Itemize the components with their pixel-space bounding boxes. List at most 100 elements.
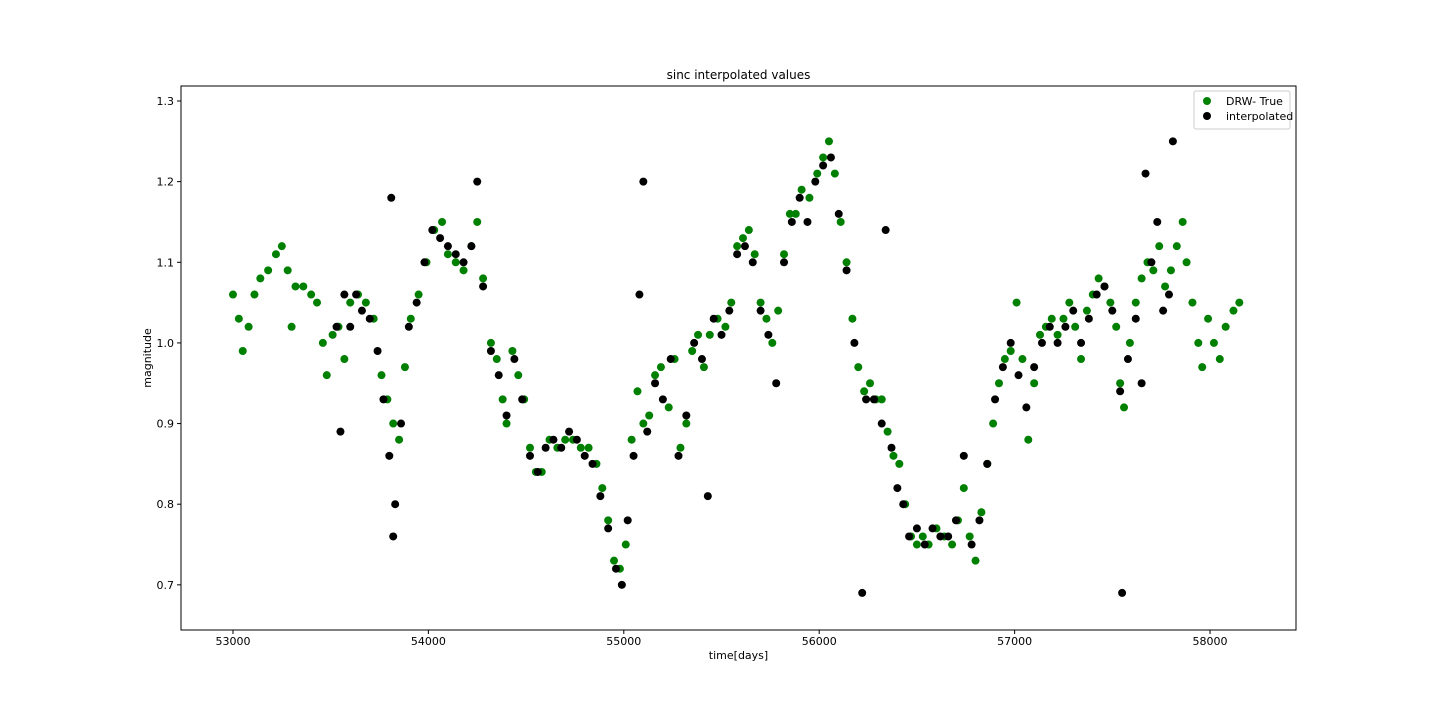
scatter-point bbox=[756, 306, 765, 315]
scatter-point bbox=[635, 290, 644, 299]
scatter-point bbox=[1147, 258, 1156, 267]
scatter-point bbox=[944, 532, 953, 541]
scatter-point bbox=[893, 484, 902, 493]
scatter-point bbox=[1131, 314, 1140, 323]
scatter-point bbox=[459, 266, 468, 275]
scatter-point bbox=[1194, 338, 1203, 347]
scatter-point bbox=[518, 395, 527, 404]
scatter-point bbox=[1036, 330, 1045, 339]
scatter-point bbox=[651, 379, 660, 388]
scatter-point bbox=[1123, 355, 1132, 364]
scatter-point bbox=[1053, 338, 1062, 347]
chart-title: sinc interpolated values bbox=[667, 68, 811, 82]
scatter-point bbox=[965, 532, 974, 541]
scatter-point bbox=[283, 266, 292, 275]
scatter-point bbox=[1137, 274, 1146, 283]
scatter-point bbox=[791, 209, 800, 218]
scatter-point bbox=[1018, 355, 1027, 364]
scatter-point bbox=[989, 419, 998, 428]
scatter-point bbox=[473, 177, 482, 186]
scatter-point bbox=[420, 258, 429, 267]
scatter-point bbox=[336, 427, 345, 436]
scatter-point bbox=[1188, 298, 1197, 307]
scatter-point bbox=[774, 306, 783, 315]
scatter-point bbox=[991, 395, 1000, 404]
scatter-point bbox=[533, 467, 542, 476]
scatter-point bbox=[572, 435, 581, 444]
x-tick-label: 55000 bbox=[606, 635, 641, 648]
scatter-point bbox=[733, 242, 742, 251]
scatter-point bbox=[1059, 314, 1068, 323]
scatter-point bbox=[1077, 338, 1086, 347]
scatter-point bbox=[862, 395, 871, 404]
scatter-point bbox=[318, 338, 327, 347]
scatter-point bbox=[332, 322, 341, 331]
scatter-point bbox=[623, 516, 632, 525]
scatter-point bbox=[785, 209, 794, 218]
scatter-point bbox=[1061, 322, 1070, 331]
scatter-point bbox=[1155, 242, 1164, 251]
scatter-point bbox=[787, 217, 796, 226]
scatter-point bbox=[340, 290, 349, 299]
scatter-point bbox=[1092, 290, 1101, 299]
scatter-point bbox=[1006, 338, 1015, 347]
legend-label: interpolated bbox=[1226, 110, 1293, 123]
scatter-point bbox=[611, 564, 620, 573]
scatter-point bbox=[271, 250, 280, 259]
scatter-point bbox=[803, 217, 812, 226]
scatter-point bbox=[860, 387, 869, 396]
scatter-point bbox=[576, 443, 585, 452]
y-tick-label: 1.0 bbox=[157, 337, 175, 350]
scatter-point bbox=[1172, 242, 1181, 251]
scatter-point bbox=[854, 363, 863, 372]
scatter-point bbox=[877, 395, 886, 404]
scatter-point bbox=[438, 217, 447, 226]
scatter-point bbox=[674, 451, 683, 460]
scatter-point bbox=[1149, 266, 1158, 275]
scatter-point bbox=[1094, 274, 1103, 283]
scatter-point bbox=[666, 355, 675, 364]
y-tick-label: 0.8 bbox=[157, 498, 175, 511]
scatter-point bbox=[694, 330, 703, 339]
scatter-point bbox=[848, 314, 857, 323]
scatter-point bbox=[1215, 355, 1224, 364]
scatter-point bbox=[912, 524, 921, 533]
x-tick-label: 54000 bbox=[411, 635, 446, 648]
x-axis-label: time[days] bbox=[709, 649, 768, 662]
scatter-point bbox=[428, 226, 437, 235]
scatter-point bbox=[850, 338, 859, 347]
scatter-point bbox=[795, 193, 804, 202]
scatter-point bbox=[780, 250, 789, 259]
scatter-point bbox=[1000, 355, 1009, 364]
scatter-point bbox=[443, 250, 452, 259]
scatter-point bbox=[389, 532, 398, 541]
scatter-point bbox=[1100, 282, 1109, 291]
scatter-point bbox=[584, 443, 593, 452]
scatter-point bbox=[234, 314, 243, 323]
scatter-point bbox=[887, 443, 896, 452]
scatter-point bbox=[377, 371, 386, 380]
scatter-point bbox=[1198, 363, 1207, 372]
scatter-point bbox=[951, 516, 960, 525]
y-tick-label: 1.2 bbox=[157, 176, 175, 189]
scatter-point bbox=[682, 419, 691, 428]
scatter-point bbox=[717, 330, 726, 339]
scatter-point bbox=[1178, 217, 1187, 226]
x-tick-label: 56000 bbox=[802, 635, 837, 648]
scatter-point bbox=[277, 242, 286, 251]
scatter-point bbox=[920, 540, 929, 549]
scatter-point bbox=[479, 282, 488, 291]
scatter-point bbox=[697, 355, 706, 364]
scatter-point bbox=[588, 459, 597, 468]
scatter-point bbox=[541, 443, 550, 452]
scatter-point bbox=[740, 242, 749, 251]
scatter-point bbox=[866, 379, 875, 388]
scatter-point bbox=[451, 258, 460, 267]
scatter-point bbox=[307, 290, 316, 299]
scatter-point bbox=[610, 556, 619, 565]
scatter-point bbox=[502, 411, 511, 420]
scatter-point bbox=[1024, 435, 1033, 444]
y-tick-label: 0.9 bbox=[157, 418, 175, 431]
scatter-point bbox=[656, 363, 665, 372]
legend-marker bbox=[1203, 97, 1211, 105]
